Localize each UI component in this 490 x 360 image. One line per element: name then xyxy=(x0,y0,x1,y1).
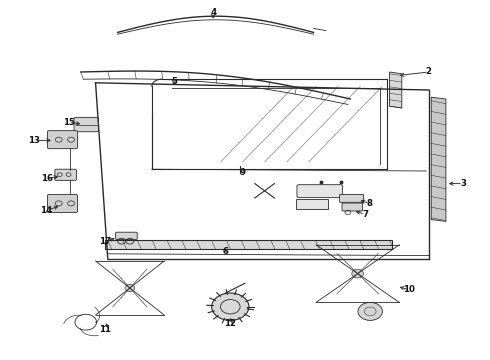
FancyBboxPatch shape xyxy=(74,117,98,132)
Circle shape xyxy=(125,284,135,292)
Text: 8: 8 xyxy=(367,199,373,208)
Text: 14: 14 xyxy=(41,206,52,215)
Text: 13: 13 xyxy=(28,136,40,145)
Bar xyxy=(105,240,392,249)
Bar xyxy=(296,199,328,209)
Circle shape xyxy=(352,269,364,278)
Text: 16: 16 xyxy=(41,174,52,183)
Polygon shape xyxy=(390,72,402,108)
Text: 6: 6 xyxy=(222,248,228,256)
Text: 17: 17 xyxy=(99,237,111,246)
Text: 4: 4 xyxy=(210,8,216,17)
Text: 2: 2 xyxy=(426,68,432,77)
FancyBboxPatch shape xyxy=(342,203,363,211)
FancyBboxPatch shape xyxy=(297,185,343,198)
Circle shape xyxy=(358,302,382,320)
FancyBboxPatch shape xyxy=(55,169,76,180)
Text: 3: 3 xyxy=(460,179,466,188)
Text: 10: 10 xyxy=(403,285,415,294)
Circle shape xyxy=(212,293,249,320)
Text: 9: 9 xyxy=(240,168,245,177)
Text: 15: 15 xyxy=(63,118,74,127)
FancyBboxPatch shape xyxy=(340,194,364,202)
FancyBboxPatch shape xyxy=(48,194,77,212)
Text: 7: 7 xyxy=(362,210,368,219)
Text: 5: 5 xyxy=(171,77,177,85)
Text: 12: 12 xyxy=(224,320,236,328)
FancyBboxPatch shape xyxy=(116,232,137,239)
Polygon shape xyxy=(431,97,446,221)
Text: 11: 11 xyxy=(99,325,111,334)
FancyBboxPatch shape xyxy=(48,131,77,149)
